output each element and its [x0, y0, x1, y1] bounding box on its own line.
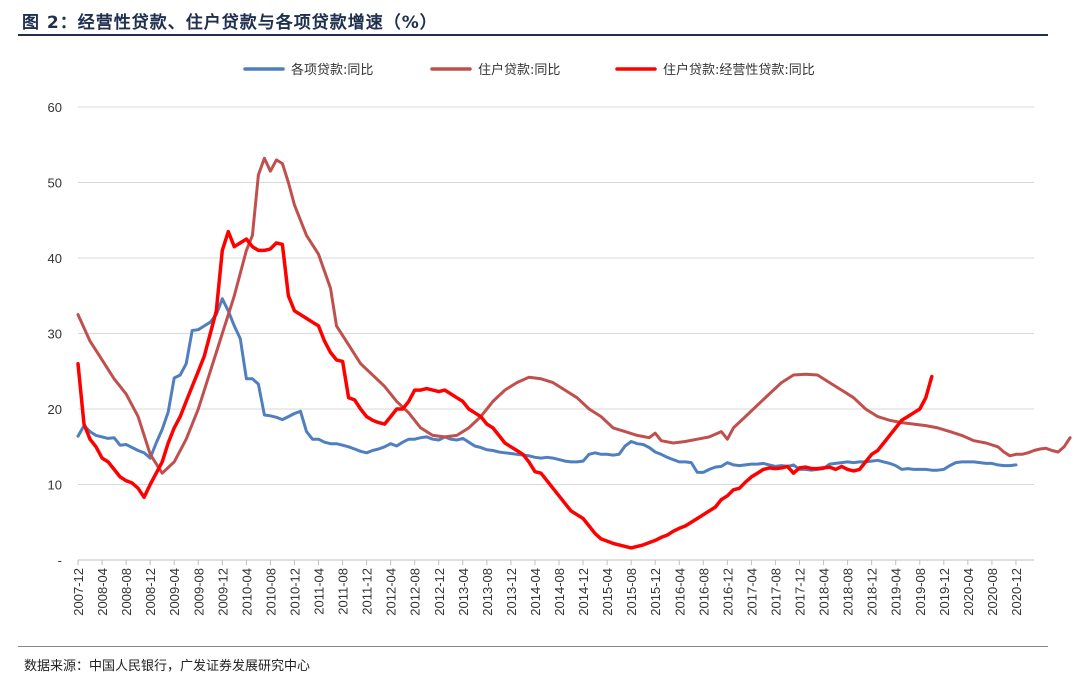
- x-tick-label: 2016-12: [720, 568, 735, 616]
- x-tick-label: 2013-04: [456, 568, 471, 616]
- x-tick-label: 2020-08: [985, 568, 1000, 616]
- x-tick-label: 2010-08: [263, 568, 278, 616]
- x-tick-label: 2015-04: [600, 568, 615, 616]
- x-tick-label: 2013-12: [504, 568, 519, 616]
- x-tick-label: 2010-12: [287, 568, 302, 616]
- line-chart: - 10 20 30 40 50 60 2007-12 2008-04 2008-08 2008-…: [48, 62, 1072, 616]
- legend-label: 住户贷款:同比: [478, 62, 560, 78]
- x-tick-label: 2017-12: [793, 568, 808, 616]
- x-tick-label: 2015-08: [624, 568, 639, 616]
- source-note: 数据来源：中国人民银行，广发证券发展研究中心: [24, 659, 311, 674]
- x-tick-label: 2012-04: [384, 568, 399, 616]
- x-tick-label: 2014-08: [552, 568, 567, 616]
- y-axis: - 10 20 30 40 50 60: [48, 100, 62, 568]
- x-tick-label: 2014-12: [576, 568, 591, 616]
- x-tick-label: 2016-04: [672, 568, 687, 616]
- series-line-3: [76, 229, 934, 550]
- x-tick-label: 2008-12: [143, 568, 158, 616]
- series-group: [76, 156, 1072, 550]
- x-tick-label: 2008-08: [119, 568, 134, 616]
- x-tick-label: 2019-04: [889, 568, 904, 616]
- y-tick-label: 50: [48, 176, 62, 191]
- x-tick-label: 2012-08: [408, 568, 423, 616]
- title-bar: 图 2：经营性贷款、住户贷款与各项贷款增速（%）: [18, 6, 1048, 36]
- x-tick-label: 2011-08: [336, 568, 351, 615]
- x-tick-label: 2012-12: [432, 568, 447, 616]
- x-tick-label: 2019-12: [937, 568, 952, 616]
- y-tick-label: 40: [48, 251, 62, 266]
- x-tick-label: 2020-04: [961, 568, 976, 616]
- legend-label: 各项贷款:同比: [291, 62, 373, 78]
- y-tick-label: -: [58, 553, 62, 568]
- legend-label: 住户贷款:经营性贷款:同比: [663, 62, 815, 78]
- x-tick-label: 2018-04: [817, 568, 832, 616]
- x-tick-label: 2018-12: [865, 568, 880, 616]
- y-tick-label: 60: [48, 100, 62, 115]
- x-tick-label: 2010-04: [239, 568, 254, 616]
- y-tick-label: 10: [48, 478, 62, 493]
- y-tick-label: 30: [48, 327, 62, 342]
- x-tick-label: 2014-04: [528, 568, 543, 616]
- x-tick-label: 2015-12: [648, 568, 663, 616]
- x-tick-label: 2008-04: [95, 568, 110, 616]
- x-tick-label: 2013-08: [480, 568, 495, 616]
- figure-title: 图 2：经营性贷款、住户贷款与各项贷款增速（%）: [22, 13, 438, 33]
- x-tick-label: 2019-08: [913, 568, 928, 616]
- x-tick-label: 2020-12: [1009, 568, 1024, 616]
- x-tick-label: 2009-04: [167, 568, 182, 616]
- series-line-2: [76, 156, 1072, 475]
- x-tick-label: 2011-12: [360, 568, 375, 615]
- x-tick-label: 2009-12: [215, 568, 230, 616]
- x-tick-label: 2007-12: [71, 568, 86, 616]
- x-axis: 2007-12 2008-04 2008-08 2008-12 2009-04 2009-…: [71, 559, 1034, 616]
- gridlines: [78, 106, 1034, 485]
- x-tick-label: 2018-08: [841, 568, 856, 616]
- x-tick-label: 2017-08: [768, 568, 783, 616]
- legend: 各项贷款:同比 住户贷款:同比 住户贷款:经营性贷款:同比: [243, 62, 815, 78]
- series-line-1: [76, 297, 1018, 474]
- x-tick-label: 2011-04: [312, 568, 327, 615]
- x-tick-label: 2017-04: [744, 568, 759, 616]
- x-tick-label: 2016-08: [696, 568, 711, 616]
- x-tick-label: 2009-08: [191, 568, 206, 616]
- source-bar: 数据来源：中国人民银行，广发证券发展研究中心: [18, 646, 1048, 674]
- y-tick-label: 20: [48, 402, 62, 417]
